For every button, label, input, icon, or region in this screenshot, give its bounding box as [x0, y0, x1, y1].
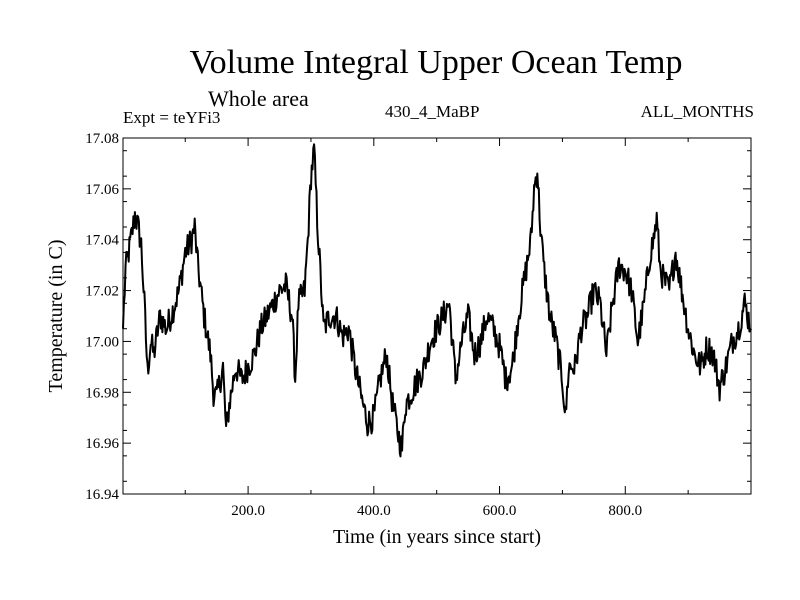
y-tick-label: 17.06 — [85, 182, 119, 198]
x-axis-label: Time (in years since start) — [333, 526, 541, 548]
y-tick-label: 17.00 — [85, 334, 119, 350]
y-axis-label: Temperature (in C) — [45, 240, 67, 393]
y-tick-label: 17.04 — [85, 233, 119, 249]
experiment-name-label: 430_4_MaBP — [385, 102, 480, 121]
plot-frame — [122, 137, 752, 495]
x-tick-label: 600.0 — [483, 503, 517, 519]
y-tick-label: 16.96 — [85, 436, 119, 452]
y-tick-label: 17.02 — [85, 284, 119, 300]
chart-subtitle: Whole area — [208, 86, 309, 111]
months-label: ALL_MONTHS — [640, 102, 754, 121]
y-tick-label: 16.98 — [85, 385, 119, 401]
axis-tick-labels: 16.94 16.96 16.98 17.00 17.02 17.04 17.06 17.08… — [85, 131, 642, 519]
experiment-label: Expt = teYFi3 — [123, 108, 221, 127]
chart-title: Volume Integral Upper Ocean Temp — [189, 44, 683, 81]
x-tick-label: 200.0 — [231, 503, 265, 519]
x-tick-label: 400.0 — [357, 503, 391, 519]
y-tick-label: 16.94 — [85, 487, 119, 503]
x-tick-label: 800.0 — [608, 503, 642, 519]
y-tick-label: 17.08 — [85, 131, 119, 147]
series-line — [122, 143, 752, 458]
